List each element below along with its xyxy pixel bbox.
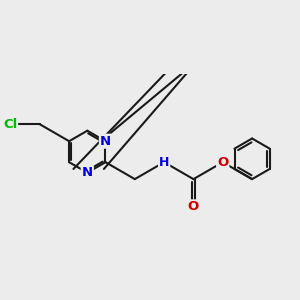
Text: Cl: Cl: [3, 118, 17, 131]
Text: H: H: [159, 156, 169, 169]
Text: N: N: [100, 135, 111, 148]
Text: O: O: [217, 156, 228, 169]
Text: O: O: [188, 200, 199, 213]
Text: N: N: [82, 166, 93, 179]
